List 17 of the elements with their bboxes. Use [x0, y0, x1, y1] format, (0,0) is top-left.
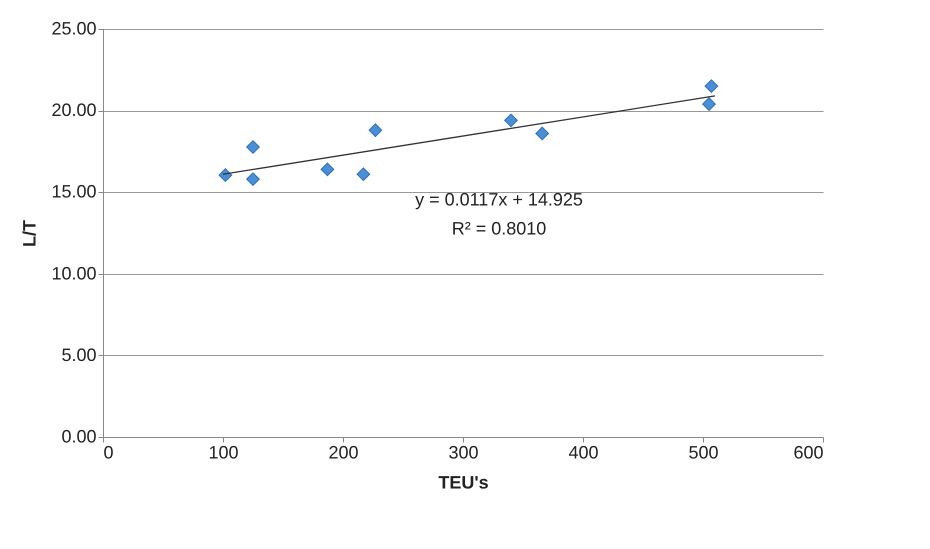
annotation: y = 0.0117x + 14.925 — [415, 189, 583, 210]
y-axis-title: L/T — [19, 220, 40, 247]
y-tick-label: 0.00 — [61, 426, 96, 446]
x-tick-label: 500 — [688, 442, 719, 462]
y-tick-label: 5.00 — [61, 344, 96, 365]
x-axis-title: TEU's — [438, 472, 489, 492]
y-tick-label: 10.00 — [51, 263, 96, 284]
annotation: R² = 0.8010 — [452, 218, 546, 238]
y-tick-label: 15.00 — [51, 182, 96, 202]
x-tick-label: 200 — [328, 442, 359, 462]
x-tick-label: 600 — [793, 442, 824, 462]
y-tick-label: 25.00 — [51, 18, 96, 38]
x-tick-label: 400 — [568, 442, 599, 462]
x-tick-label: 0 — [104, 442, 114, 462]
x-tick-label: 300 — [448, 442, 479, 462]
y-tick-label: 20.00 — [51, 100, 96, 120]
x-tick-label: 100 — [208, 442, 239, 462]
